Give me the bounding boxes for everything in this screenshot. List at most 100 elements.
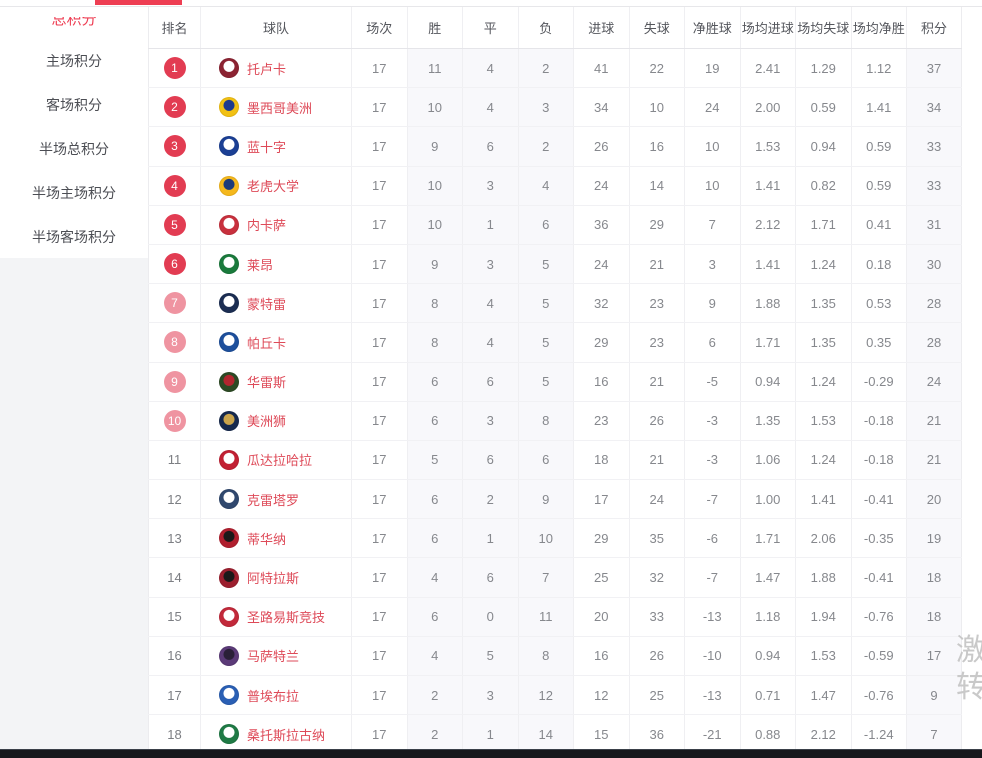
avg_ga-cell: 1.35 xyxy=(795,283,852,324)
team-cell: 瓜达拉哈拉 xyxy=(200,440,352,481)
ga-cell: 25 xyxy=(629,675,685,716)
avg_ga-cell: 2.06 xyxy=(795,518,852,559)
team-name-link[interactable]: 蓝十字 xyxy=(247,139,287,155)
avg_ga-cell: 1.41 xyxy=(795,479,852,520)
pts-cell: 18 xyxy=(906,557,962,598)
rank-badge: 8 xyxy=(163,331,186,354)
rank-cell: 16 xyxy=(148,636,201,677)
gf-cell: 18 xyxy=(573,440,630,481)
table-row: 4 老虎大学 17 10 3 4 24 14 10 1.41 0.82 0.59 33 xyxy=(148,166,962,206)
team-name-link[interactable]: 阿特拉斯 xyxy=(247,571,300,587)
sidebar-background xyxy=(0,258,148,750)
sidebar-item-away-points[interactable]: 客场积分 xyxy=(46,97,102,113)
rank-badge: 1 xyxy=(163,57,186,80)
pts-cell: 30 xyxy=(906,244,962,285)
rank-badge: 2 xyxy=(163,96,186,119)
rank-cell: 8 xyxy=(148,322,201,363)
sidebar-item-home-points[interactable]: 主场积分 xyxy=(46,53,102,69)
draw-cell: 6 xyxy=(462,557,519,598)
pts-cell: 31 xyxy=(906,205,962,245)
team-name-link[interactable]: 蒂华纳 xyxy=(247,531,287,547)
rank-cell: 14 xyxy=(148,557,201,598)
sidebar-item-half-home-points[interactable]: 半场主场积分 xyxy=(32,185,116,201)
table-row: 2 墨西哥美洲 17 10 4 3 34 10 24 2.00 0.59 1.41 34 xyxy=(148,87,962,128)
standings-table-wrap: 排名 球队 场次胜平负进球 失球 净胜球 场均进球 场均失球 场均净胜 积分 1 托卢卡 17 11 4… xyxy=(148,7,962,755)
table-body: 1 托卢卡 17 11 4 2 41 22 19 2.41 1.29 1.12 37 2 墨西哥美洲 17 10… xyxy=(148,48,962,755)
gd-cell: -21 xyxy=(684,714,741,755)
team-name-link[interactable]: 普埃布拉 xyxy=(247,688,300,704)
team-name-link[interactable]: 华雷斯 xyxy=(247,375,287,391)
played-cell: 17 xyxy=(351,244,408,285)
team-cell: 蒙特雷 xyxy=(200,283,352,324)
win-cell: 11 xyxy=(407,48,463,89)
avg_gd-cell: -0.59 xyxy=(851,636,907,677)
table-row: 17 普埃布拉 17 2 3 12 12 25 -13 0.71 1.47 -0.76 9 xyxy=(148,675,962,716)
team-name-link[interactable]: 老虎大学 xyxy=(247,179,300,195)
gf-cell: 25 xyxy=(573,557,630,598)
ga-cell: 10 xyxy=(629,87,685,128)
win-cell: 6 xyxy=(407,518,463,559)
sidebar-item-half-total-points[interactable]: 半场总积分 xyxy=(39,141,109,157)
win-cell: 9 xyxy=(407,244,463,285)
standings-table: 排名 球队 场次胜平负进球 失球 净胜球 场均进球 场均失球 场均净胜 积分 1 托卢卡 17 11 4… xyxy=(148,7,962,755)
pts-cell: 33 xyxy=(906,166,962,206)
draw-cell: 6 xyxy=(462,440,519,481)
team-name-link[interactable]: 托卢卡 xyxy=(247,61,287,77)
rank-cell: 5 xyxy=(148,205,201,245)
gf-cell: 24 xyxy=(573,244,630,285)
sidebar-item-total-points[interactable]: 总积分 xyxy=(0,17,148,29)
bottom-bar xyxy=(0,749,982,758)
team-name-link[interactable]: 蒙特雷 xyxy=(247,296,287,312)
table-row: 5 内卡萨 17 10 1 6 36 29 7 2.12 1.71 0.41 31 xyxy=(148,205,962,245)
loss-cell: 6 xyxy=(518,440,574,481)
sidebar-item-half-away-points[interactable]: 半场客场积分 xyxy=(32,229,116,245)
avg_gf-cell: 0.94 xyxy=(740,362,796,402)
column-header-6: 进球 xyxy=(573,7,630,49)
avg_ga-cell: 1.94 xyxy=(795,597,852,637)
ga-cell: 21 xyxy=(629,440,685,481)
team-cell: 莱昂 xyxy=(200,244,352,285)
team-name-link[interactable]: 桑托斯拉古纳 xyxy=(247,727,326,743)
played-cell: 17 xyxy=(351,126,408,167)
win-cell: 9 xyxy=(407,126,463,167)
column-header-5: 负 xyxy=(518,7,574,49)
active-tab-indicator xyxy=(95,0,182,5)
pts-cell: 24 xyxy=(906,362,962,402)
team-logo-icon xyxy=(219,449,239,470)
table-row: 9 华雷斯 17 6 6 5 16 21 -5 0.94 1.24 -0.29 24 xyxy=(148,362,962,402)
team-name-link[interactable]: 内卡萨 xyxy=(247,218,287,234)
ga-cell: 35 xyxy=(629,518,685,559)
avg_gf-cell: 0.94 xyxy=(740,636,796,677)
team-name-link[interactable]: 墨西哥美洲 xyxy=(247,100,313,116)
team-name-link[interactable]: 克雷塔罗 xyxy=(247,492,300,508)
pts-cell: 37 xyxy=(906,48,962,89)
avg_gf-cell: 1.00 xyxy=(740,479,796,520)
gf-cell: 12 xyxy=(573,675,630,716)
team-name-link[interactable]: 马萨特兰 xyxy=(247,649,300,665)
team-name-link[interactable]: 瓜达拉哈拉 xyxy=(247,453,313,469)
avg_gd-cell: -0.18 xyxy=(851,440,907,481)
watermark-line: 激 xyxy=(956,634,982,667)
team-name-link[interactable]: 圣路易斯竞技 xyxy=(247,610,326,626)
team-logo-icon xyxy=(219,371,239,392)
table-row: 3 蓝十字 17 9 6 2 26 16 10 1.53 0.94 0.59 33 xyxy=(148,126,962,167)
team-name-link[interactable]: 莱昂 xyxy=(247,257,274,273)
column-header-0: 排名 xyxy=(148,7,201,49)
draw-cell: 3 xyxy=(462,675,519,716)
avg_ga-cell: 1.47 xyxy=(795,675,852,716)
team-cell: 桑托斯拉古纳 xyxy=(200,714,352,755)
draw-cell: 4 xyxy=(462,322,519,363)
table-row: 12 克雷塔罗 17 6 2 9 17 24 -7 1.00 1.41 -0.41 20 xyxy=(148,479,962,520)
rank-number: 18 xyxy=(167,726,182,742)
draw-cell: 4 xyxy=(462,283,519,324)
team-name-link[interactable]: 美洲狮 xyxy=(247,414,287,430)
team-name-link[interactable]: 帕丘卡 xyxy=(247,335,287,351)
ga-cell: 24 xyxy=(629,479,685,520)
avg_gf-cell: 1.53 xyxy=(740,126,796,167)
loss-cell: 7 xyxy=(518,557,574,598)
avg_gd-cell: -0.76 xyxy=(851,597,907,637)
team-cell: 蒂华纳 xyxy=(200,518,352,559)
gf-cell: 41 xyxy=(573,48,630,89)
draw-cell: 4 xyxy=(462,87,519,128)
sidebar-menu: 主场积分 客场积分 半场总积分 半场主场积分 半场客场积分 xyxy=(0,39,148,259)
